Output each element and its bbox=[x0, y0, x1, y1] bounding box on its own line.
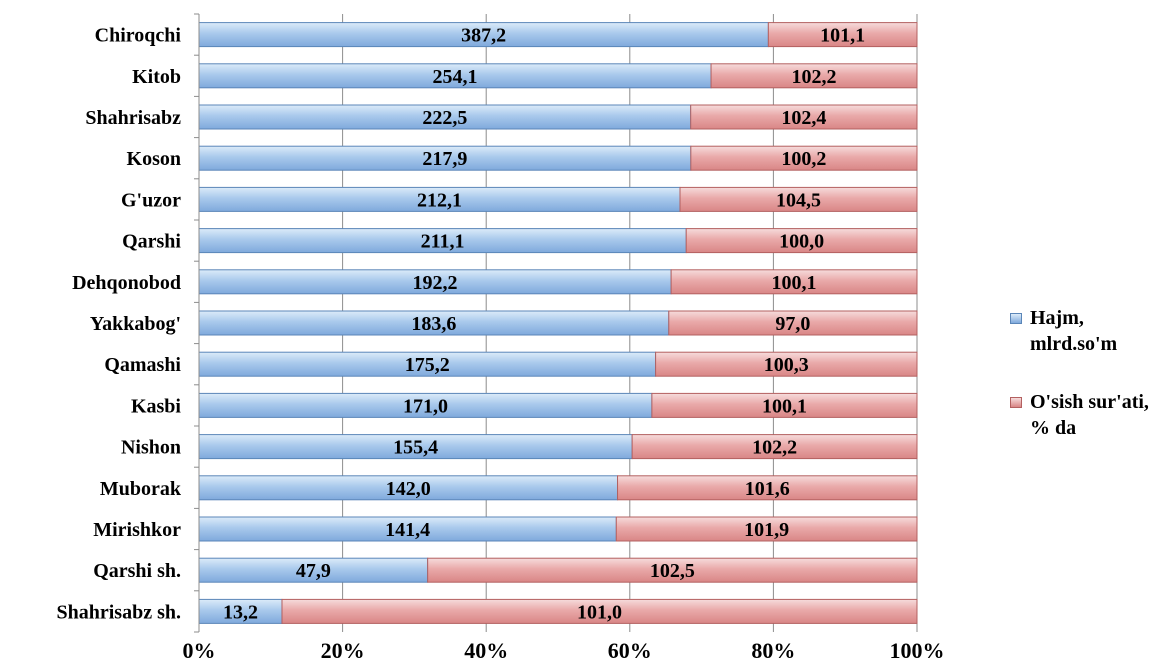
chart-legend: Hajm, mlrd.so'm O'sish sur'ati, % da bbox=[1010, 305, 1158, 473]
data-label-growth: 101,0 bbox=[577, 601, 622, 623]
category-label: Nishon bbox=[121, 437, 181, 459]
data-label-volume: 155,4 bbox=[393, 437, 438, 459]
bar-growth bbox=[679, 186, 918, 212]
data-label-growth: 102,4 bbox=[781, 107, 826, 129]
bar-growth bbox=[670, 269, 918, 295]
data-label-growth: 101,6 bbox=[745, 478, 790, 500]
bar-volume bbox=[198, 186, 681, 212]
legend-swatch-blue bbox=[1010, 313, 1022, 324]
data-label-volume: 217,9 bbox=[422, 148, 467, 170]
bar-volume bbox=[198, 598, 283, 624]
bar-growth bbox=[690, 104, 918, 130]
bar-growth bbox=[617, 475, 918, 501]
data-label-volume: 13,2 bbox=[223, 601, 258, 623]
bar-volume bbox=[198, 228, 687, 254]
data-label-volume: 141,4 bbox=[385, 519, 430, 541]
data-label-volume: 47,9 bbox=[296, 560, 331, 582]
category-label: Qarshi bbox=[122, 231, 181, 253]
data-label-growth: 101,9 bbox=[744, 519, 789, 541]
category-label: Koson bbox=[127, 148, 181, 170]
data-label-volume: 175,2 bbox=[405, 354, 450, 376]
category-label: Chiroqchi bbox=[95, 25, 182, 47]
legend-label-growth: O'sish sur'ati, % da bbox=[1030, 391, 1149, 439]
bar-growth bbox=[685, 228, 918, 254]
category-label: G'uzor bbox=[121, 189, 181, 211]
x-tick-label: 20% bbox=[321, 638, 365, 663]
data-label-volume: 387,2 bbox=[461, 25, 506, 47]
bar-growth bbox=[631, 434, 918, 460]
data-label-volume: 211,1 bbox=[421, 231, 465, 253]
bar-volume bbox=[198, 22, 769, 48]
bar-volume bbox=[198, 351, 657, 377]
bar-growth bbox=[281, 598, 918, 624]
data-label-volume: 171,0 bbox=[403, 395, 448, 417]
bar-volume bbox=[198, 104, 692, 130]
category-label: Dehqonobod bbox=[72, 272, 181, 294]
x-tick-label: 100% bbox=[890, 638, 945, 663]
category-label: Muborak bbox=[100, 478, 182, 500]
data-label-growth: 100,1 bbox=[762, 395, 807, 417]
bar-growth bbox=[615, 516, 918, 542]
category-label: Shahrisabz sh. bbox=[57, 601, 182, 623]
category-label: Qarshi sh. bbox=[93, 560, 181, 582]
category-label: Yakkabog' bbox=[90, 313, 181, 335]
x-tick-label: 80% bbox=[751, 638, 795, 663]
bar-growth bbox=[710, 63, 918, 89]
data-label-growth: 101,1 bbox=[820, 25, 865, 47]
data-label-volume: 222,5 bbox=[422, 107, 467, 129]
category-label: Mirishkor bbox=[93, 519, 181, 541]
bar-volume bbox=[198, 434, 633, 460]
data-label-growth: 102,2 bbox=[752, 437, 797, 459]
bar-growth bbox=[651, 392, 918, 418]
bar-volume bbox=[198, 269, 672, 295]
bar-growth bbox=[655, 351, 918, 377]
x-tick-label: 0% bbox=[183, 638, 216, 663]
bar-growth bbox=[668, 310, 918, 336]
data-label-growth: 100,2 bbox=[781, 148, 826, 170]
data-label-growth: 100,3 bbox=[764, 354, 809, 376]
bar-growth bbox=[427, 557, 918, 583]
category-label: Kasbi bbox=[131, 395, 181, 417]
x-tick-label: 60% bbox=[608, 638, 652, 663]
bar-volume bbox=[198, 557, 429, 583]
legend-item-growth: O'sish sur'ati, % da bbox=[1010, 389, 1158, 441]
data-label-volume: 212,1 bbox=[417, 189, 462, 211]
x-tick-label: 40% bbox=[464, 638, 508, 663]
bar-volume bbox=[198, 145, 692, 171]
data-label-volume: 183,6 bbox=[411, 313, 456, 335]
data-label-volume: 192,2 bbox=[413, 272, 458, 294]
legend-swatch-red bbox=[1010, 397, 1022, 408]
legend-label-volume: Hajm, mlrd.so'm bbox=[1030, 307, 1118, 355]
data-label-growth: 102,2 bbox=[792, 66, 837, 88]
category-label: Kitob bbox=[132, 66, 181, 88]
legend-item-volume: Hajm, mlrd.so'm bbox=[1010, 305, 1158, 357]
data-label-growth: 100,1 bbox=[772, 272, 817, 294]
bar-growth bbox=[767, 22, 918, 48]
data-label-volume: 254,1 bbox=[433, 66, 478, 88]
data-label-growth: 104,5 bbox=[776, 189, 821, 211]
data-label-growth: 97,0 bbox=[775, 313, 810, 335]
data-label-growth: 102,5 bbox=[650, 560, 695, 582]
data-label-growth: 100,0 bbox=[779, 231, 824, 253]
data-label-volume: 142,0 bbox=[386, 478, 431, 500]
category-label: Qamashi bbox=[104, 354, 181, 376]
bar-growth bbox=[690, 145, 918, 171]
category-label: Shahrisabz bbox=[85, 107, 181, 129]
